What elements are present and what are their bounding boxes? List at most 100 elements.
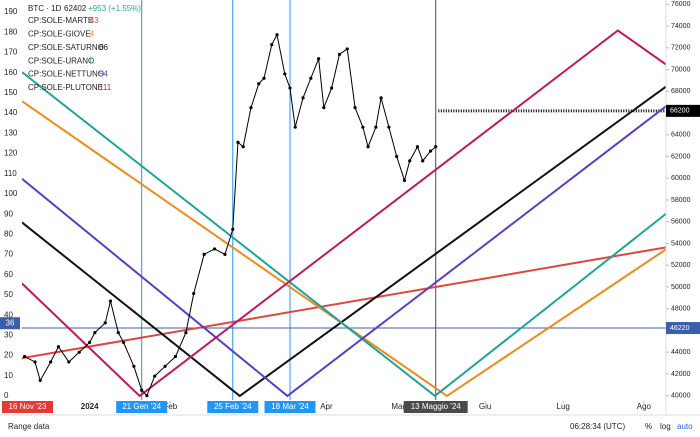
symbol: BTC · 1D	[28, 4, 62, 13]
marker-tag	[207, 401, 259, 413]
x-tick-label: Apr	[320, 402, 333, 411]
level-label: 66200	[670, 108, 690, 115]
marker-label: 21 Gen '24	[122, 402, 161, 411]
y2-tick-label: 42000	[671, 371, 691, 378]
price-point	[231, 227, 235, 231]
price-point	[67, 360, 71, 364]
price-point	[402, 178, 407, 183]
price-point	[270, 42, 274, 47]
y2-tick-label: 76000	[671, 1, 691, 8]
legend-name: CP:SOLE-MARTE	[28, 16, 93, 25]
price-point	[366, 145, 370, 149]
legend-value: 54	[99, 70, 108, 79]
price-point	[345, 47, 349, 51]
y-tick-label: 40	[4, 310, 13, 319]
price-point	[93, 331, 97, 335]
price-point	[275, 33, 279, 37]
legend-name: CP:SOLE-SATURNO	[28, 43, 104, 52]
price-point	[163, 364, 167, 368]
y2-tick-label: 72000	[671, 45, 691, 52]
y-tick-label: 80	[4, 229, 13, 238]
price-point	[49, 360, 53, 364]
marker-label: 13 Maggio '24	[411, 402, 462, 411]
price-point	[337, 52, 342, 56]
y2-tick-label: 62000	[671, 153, 691, 160]
y-tick-label: 20	[4, 351, 13, 360]
legend-value: 0	[90, 56, 95, 65]
price-point	[317, 57, 321, 61]
y-tick-label: 150	[4, 88, 18, 97]
percent-button[interactable]: %	[645, 422, 652, 431]
range-button[interactable]: Range data	[8, 422, 50, 431]
legend-name: CP:SOLE-GIOVE	[28, 30, 91, 39]
y2-tick-label: 70000	[671, 66, 691, 73]
y2-tick-label: 40000	[671, 392, 691, 399]
y2-tick-label: 74000	[671, 23, 691, 30]
left-level-label: 36	[6, 318, 15, 327]
price-point	[415, 145, 420, 149]
marker-tag	[116, 401, 168, 413]
price-point	[140, 388, 144, 392]
cycle-line	[22, 104, 666, 398]
y-tick-label: 50	[4, 290, 13, 299]
y-tick-label: 100	[4, 189, 18, 198]
y2-tick-label: 52000	[671, 262, 691, 269]
x-tick-label: Giu	[479, 402, 491, 411]
y2-tick-label: 60000	[671, 175, 691, 182]
cycle-line	[22, 85, 666, 398]
price-point	[33, 360, 37, 364]
price-point	[262, 76, 266, 80]
price-point	[408, 159, 412, 163]
log-button[interactable]: log	[660, 422, 671, 431]
last-price: 62402	[64, 4, 87, 13]
marker-label: 18 Mar '24	[271, 402, 309, 411]
price-point	[361, 125, 365, 129]
marker-label: 16 Nov '23	[9, 402, 48, 411]
legend-value: 111	[99, 83, 112, 92]
price-point	[288, 86, 292, 90]
y2-tick-label: 50000	[671, 284, 691, 291]
price-point	[421, 159, 425, 163]
plot-area	[22, 0, 666, 400]
price-point	[387, 125, 391, 129]
price-point	[428, 149, 433, 153]
cycle-line	[22, 29, 666, 398]
price-point	[283, 72, 287, 76]
x-tick-label: 2024	[81, 402, 99, 411]
price-point	[184, 331, 188, 335]
y-tick-label: 140	[4, 108, 18, 117]
price-point	[249, 106, 253, 110]
y-tick-label: 30	[4, 330, 13, 339]
y-tick-label: 170	[4, 48, 18, 57]
price-point	[353, 106, 357, 110]
price-point	[330, 86, 334, 90]
legend-name: CP:SOLE-NETTUNO	[28, 70, 104, 79]
price-point	[103, 321, 107, 325]
y-tick-label: 90	[4, 209, 13, 218]
price-point	[322, 106, 326, 110]
y2-tick-label: 48000	[671, 306, 691, 313]
level-label: 46220	[670, 325, 690, 332]
x-tick-label: Lug	[557, 402, 570, 411]
price-point	[173, 354, 178, 359]
price-point	[379, 96, 383, 100]
price-point	[202, 252, 206, 256]
auto-button[interactable]: auto	[677, 422, 693, 431]
y2-tick-label: 58000	[671, 197, 691, 204]
marker-tag	[2, 401, 53, 413]
price-point	[192, 291, 196, 296]
legend-value: 4	[90, 30, 95, 39]
y-tick-label: 120	[4, 149, 18, 158]
price-point	[145, 394, 149, 398]
y-tick-label: 70	[4, 250, 13, 259]
legend-value: 66	[99, 43, 108, 52]
marker-tag	[403, 401, 468, 413]
price-point	[236, 140, 240, 144]
level-tag	[666, 104, 700, 117]
price-point	[241, 145, 245, 149]
price-point	[374, 125, 378, 129]
y-tick-label: 180	[4, 27, 18, 36]
marker-label: 25 Feb '24	[214, 402, 252, 411]
